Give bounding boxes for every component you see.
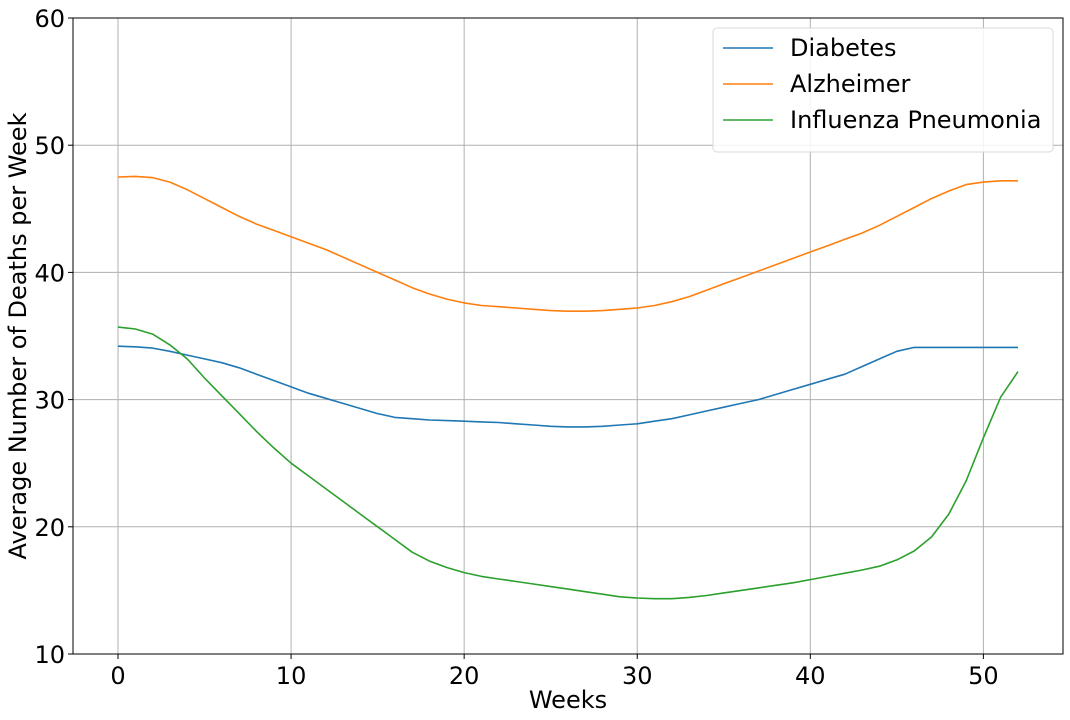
legend-box — [712, 27, 1054, 153]
y-tick-label: 40 — [34, 259, 65, 287]
plot-frame — [72, 17, 1064, 655]
series-line-2 — [117, 326, 1019, 600]
y-axis-label: Average Number of Deaths per Week — [4, 112, 32, 559]
x-tick-label: 40 — [795, 662, 826, 690]
series-lines — [117, 175, 1019, 600]
y-tick-label: 20 — [34, 514, 65, 542]
y-axis-ticks: 10 20 30 40 50 60 — [34, 5, 73, 669]
x-tick-label: 50 — [968, 662, 999, 690]
x-tick-label: 20 — [449, 662, 480, 690]
series-line-0 — [117, 345, 1018, 428]
x-axis-label: Weeks — [529, 686, 607, 714]
series-line-1 — [117, 175, 1018, 313]
legend-label: Diabetes — [790, 34, 897, 62]
x-tick-label: 10 — [276, 662, 307, 690]
y-tick-label: 10 — [34, 641, 65, 669]
y-tick-label: 50 — [34, 132, 65, 160]
legend-label: Alzheimer — [790, 70, 910, 98]
x-tick-label: 30 — [622, 662, 653, 690]
x-axis-ticks: 0 10 20 30 40 50 — [110, 654, 999, 690]
legend-label: Influenza Pneumonia — [790, 106, 1041, 134]
legend: Diabetes Alzheimer Influenza Pneumonia — [712, 27, 1054, 153]
y-tick-label: 60 — [34, 5, 65, 33]
y-tick-label: 30 — [34, 387, 65, 415]
x-tick-label: 0 — [110, 662, 125, 690]
